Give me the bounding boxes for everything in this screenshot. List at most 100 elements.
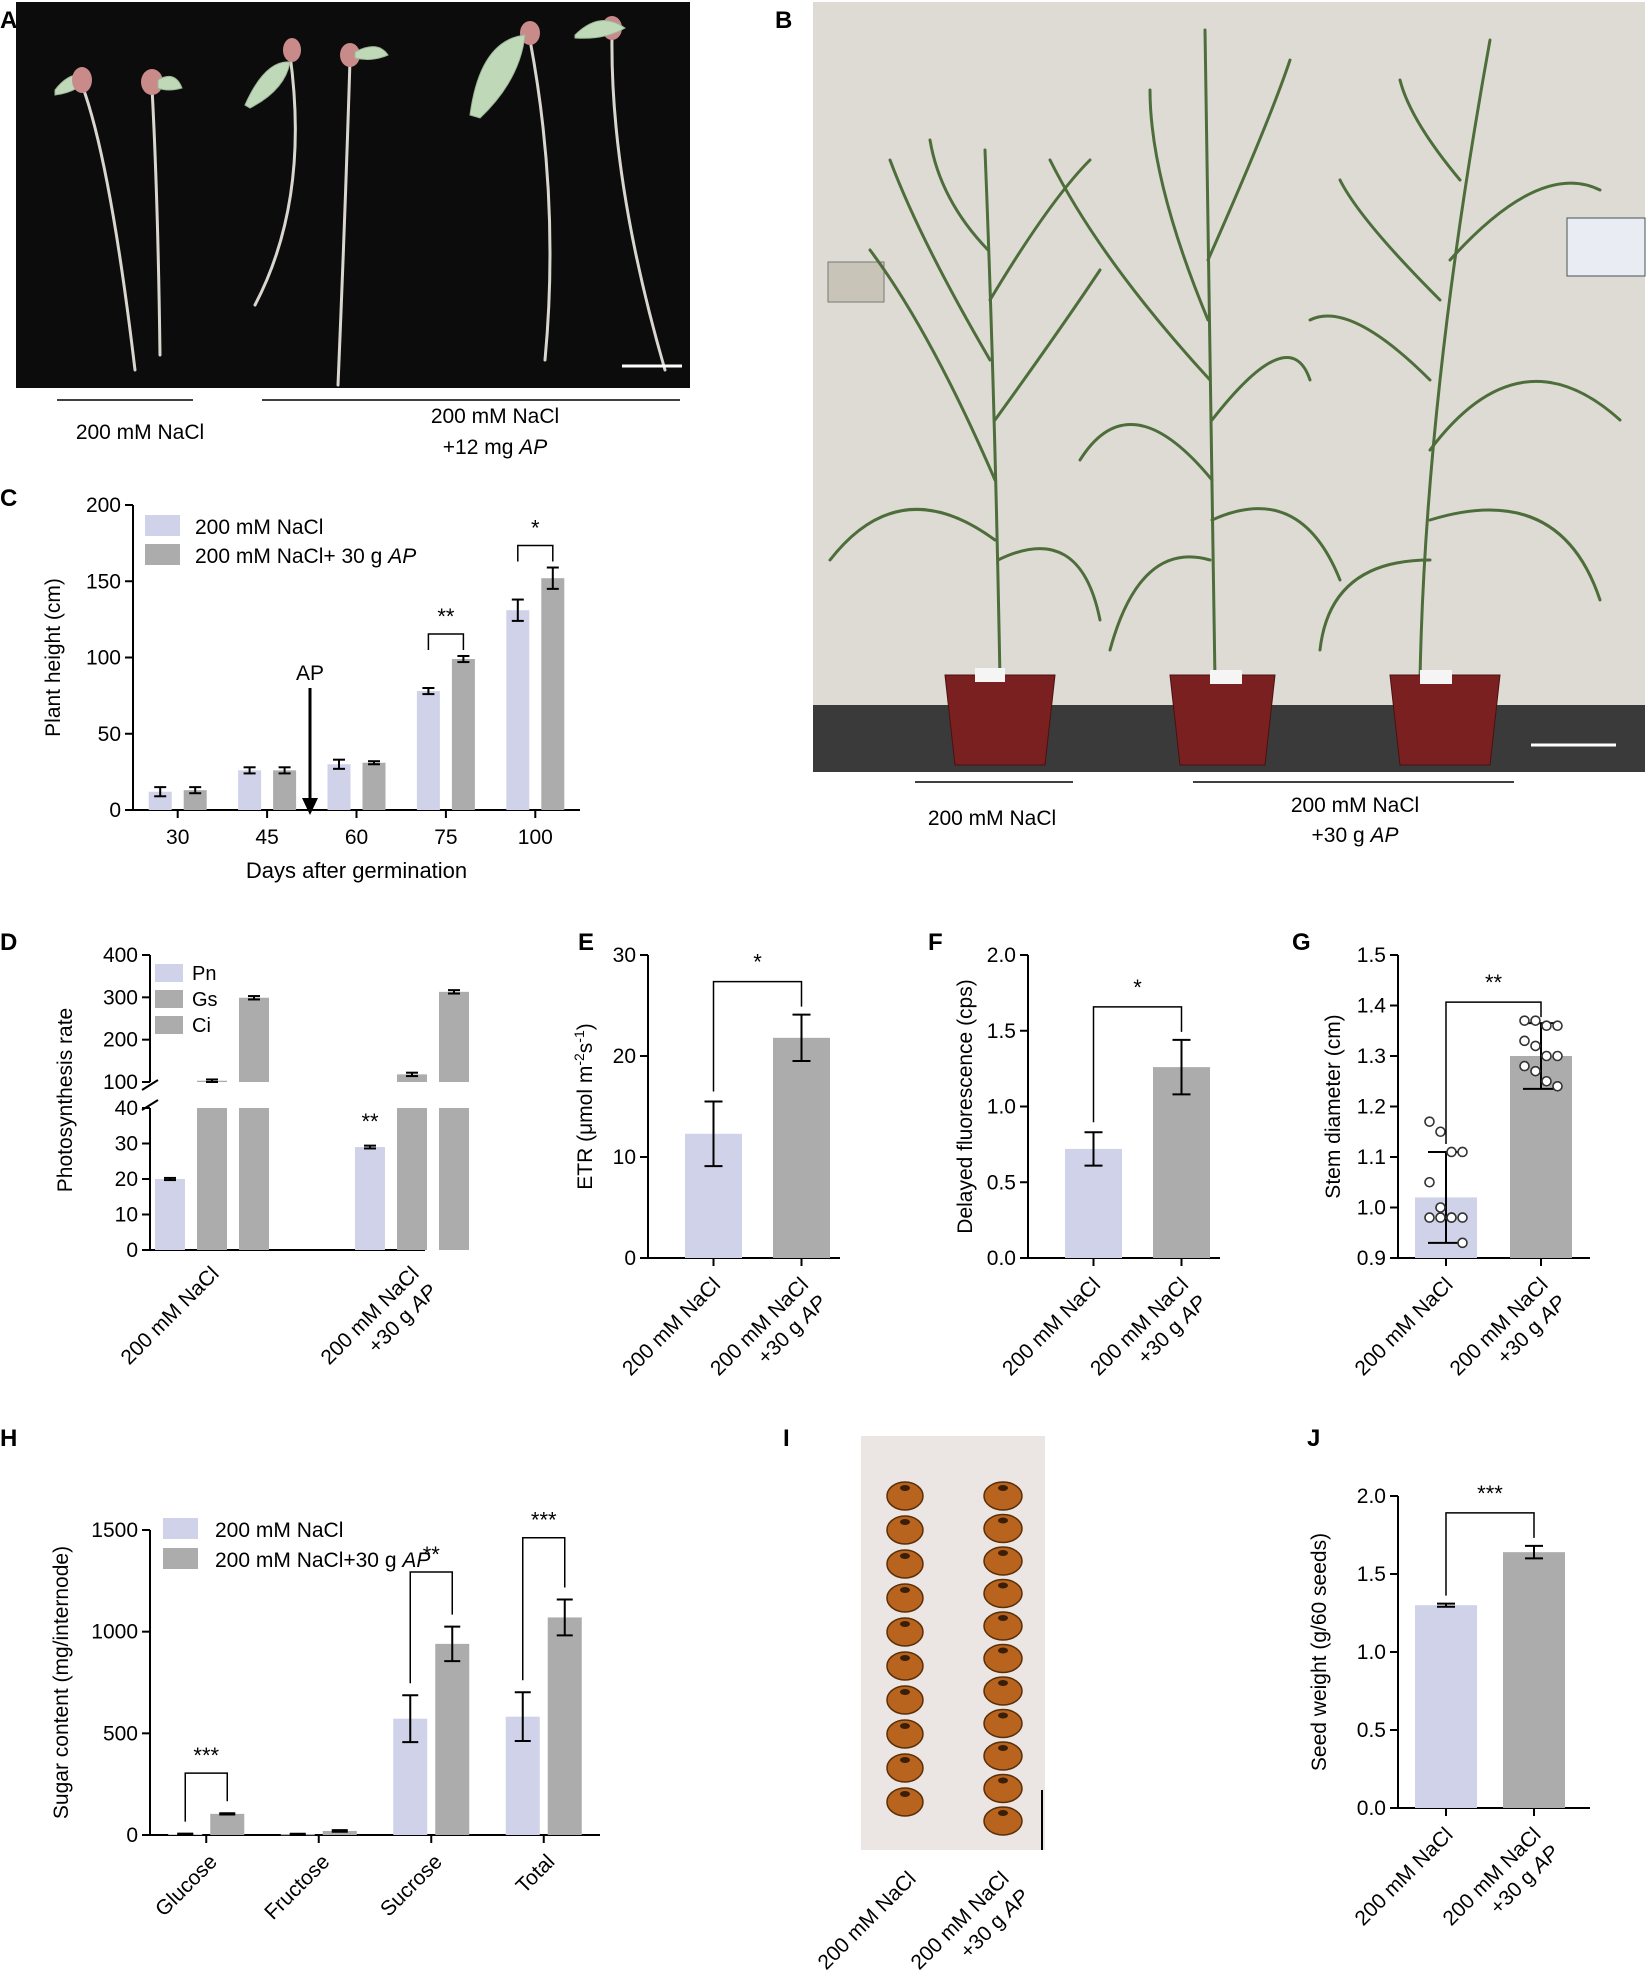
- h-x-tick-label: Total: [512, 1850, 560, 1898]
- wall-sign: [1566, 217, 1646, 277]
- seed-hilum: [998, 1712, 1008, 1719]
- pot-tag-3: [1420, 670, 1452, 684]
- g-point: [1519, 1035, 1530, 1047]
- d-bar-lower: [397, 1108, 427, 1250]
- c-y-axis-tick-label: 50: [98, 723, 121, 746]
- h-bar: [547, 1617, 582, 1835]
- seed-hilum: [998, 1615, 1008, 1621]
- seed-weight-chart: 0.0 0.5 1.0 1.5 2.0 Seed weight (g/60 seeds) *…: [1308, 1481, 1590, 1930]
- e-y-label-part: ): [574, 1023, 597, 1030]
- plant-height-chart: 0 50 100 150 200 Plant height (cm) 30 45 60 75 100…: [42, 494, 580, 883]
- seed: [886, 1617, 924, 1647]
- g-point: [1424, 1116, 1435, 1127]
- panel-d: D 100 200 300 400 0 10 20 30 40 Photosynthesis ra…: [0, 929, 469, 1369]
- c-legend-label-plain: 200 mM NaCl+ 30 g: [195, 545, 388, 568]
- g-point: [1457, 1212, 1468, 1223]
- f-y-label: Delayed fluorescence (cps): [954, 979, 977, 1233]
- h-bar: [210, 1813, 245, 1835]
- label-a-right-1: 200 mM NaCl: [431, 405, 559, 428]
- j-y-axis-tick-label: 0.0: [1357, 1797, 1386, 1820]
- c-legend-label: 200 mM NaCl: [195, 516, 323, 539]
- g-point: [1424, 1212, 1435, 1223]
- panel-letter-a: A: [0, 7, 17, 34]
- seed-hilum: [998, 1517, 1008, 1524]
- panel-g: G 0.9 1.0 1.1 1.2 1.3 1.4 1.5 Stem diameter (cm…: [1292, 929, 1590, 1380]
- seed: [983, 1643, 1023, 1674]
- c-x-tick-label: 100: [518, 826, 553, 849]
- g-sig-label: **: [1485, 970, 1503, 995]
- c-legend-label-italic: AP: [386, 545, 416, 568]
- h-x-tick-label: Fructose: [260, 1850, 334, 1924]
- d-break-mark: [141, 1099, 159, 1111]
- seed-columns: [886, 1481, 1023, 1836]
- label-b-right-2: +30 g AP: [1312, 824, 1399, 847]
- seed-hilum: [998, 1745, 1008, 1751]
- d-bar: [355, 1147, 385, 1250]
- c-bar: [183, 790, 207, 810]
- wall-device: [827, 261, 885, 303]
- f-y-axis-tick-label: 2.0: [987, 944, 1016, 967]
- h-sig-label: ***: [531, 1508, 557, 1533]
- d-y-axis-upper-tick-label: 100: [103, 1071, 138, 1094]
- h-x-tick-label: Glucose: [151, 1850, 222, 1921]
- h-bar: [435, 1643, 470, 1835]
- j-y-axis-tick-label: 0.5: [1357, 1719, 1386, 1742]
- g-y-axis-tick-label: 1.4: [1357, 995, 1387, 1018]
- h-y-axis-tick-label: 500: [103, 1722, 138, 1745]
- d-y-axis-upper-tick-label: 300: [103, 986, 138, 1009]
- seed-hilum: [900, 1621, 910, 1627]
- e-y-axis-tick-label: 30: [613, 944, 636, 967]
- arrow-label: AP: [296, 662, 324, 685]
- j-sig-bracket: [1445, 1512, 1535, 1596]
- j-y-axis-tick-label: 2.0: [1357, 1485, 1386, 1508]
- c-x-tick-label: 45: [255, 826, 278, 849]
- c-bar: [506, 610, 530, 810]
- seed-hilum: [900, 1723, 910, 1729]
- j-y-axis-tick-label: 1.5: [1357, 1563, 1386, 1586]
- label-b-right-1: 200 mM NaCl: [1291, 794, 1419, 817]
- g-y-label: Stem diameter (cm): [1322, 1014, 1345, 1198]
- seed-hilum: [900, 1519, 910, 1525]
- f-sig-label: *: [1133, 975, 1142, 1000]
- d-cat-label: 200 mM NaCl: [116, 1262, 223, 1369]
- h-sig-bracket: [184, 1772, 228, 1822]
- c-y-label: Plant height (cm): [42, 578, 65, 737]
- c-legend-swatch: [145, 515, 180, 536]
- panel-i: I 200 mM NaCl 200 mM NaCl +30 g AP: [783, 1425, 1045, 1974]
- panel-letter-e: E: [578, 929, 594, 956]
- h-legend-label-plain: 200 mM NaCl: [215, 1519, 343, 1542]
- panel-letter-j: J: [1307, 1425, 1320, 1452]
- seed: [886, 1651, 924, 1681]
- g-point: [1541, 1075, 1552, 1087]
- sorghum-plants: [828, 28, 1622, 682]
- f-y-axis-tick-label: 1.0: [987, 1096, 1016, 1119]
- seed-hilum: [900, 1757, 910, 1763]
- c-y-axis-tick-label: 150: [86, 570, 121, 593]
- c-sig-bracket: [517, 544, 554, 562]
- g-point: [1541, 1020, 1552, 1031]
- seed-hilum: [998, 1810, 1008, 1816]
- d-legend-swatch: [155, 964, 183, 982]
- j-sig-label: ***: [1477, 1481, 1503, 1506]
- e-y-label-part: s: [574, 1043, 597, 1054]
- panel-c: C 0 50 100 150 200 Plant height (cm) 30 45 60 75 1…: [0, 485, 580, 883]
- h-y-axis-tick-label: 1500: [91, 1519, 138, 1542]
- h-x-tick-label: Sucrose: [376, 1850, 447, 1921]
- g-point: [1457, 1146, 1468, 1158]
- h-legend-swatch: [163, 1518, 198, 1539]
- g-cat-label: 200 mM NaCl: [1350, 1273, 1457, 1380]
- label-a-left: 200 mM NaCl: [76, 421, 204, 444]
- c-x-tick-label: 60: [345, 826, 368, 849]
- seed: [886, 1753, 924, 1783]
- seed: [886, 1481, 924, 1511]
- g-point: [1552, 1020, 1563, 1031]
- h-sig-bracket: [409, 1571, 453, 1684]
- seed: [983, 1741, 1023, 1771]
- h-y-label: Sugar content (mg/internode): [50, 1546, 73, 1819]
- h-legend-label-plain: 200 mM NaCl+30 g: [215, 1549, 402, 1572]
- g-point: [1446, 1212, 1457, 1223]
- e-y-label-part: -1: [571, 1030, 587, 1043]
- seed: [983, 1578, 1023, 1609]
- seed: [983, 1513, 1023, 1544]
